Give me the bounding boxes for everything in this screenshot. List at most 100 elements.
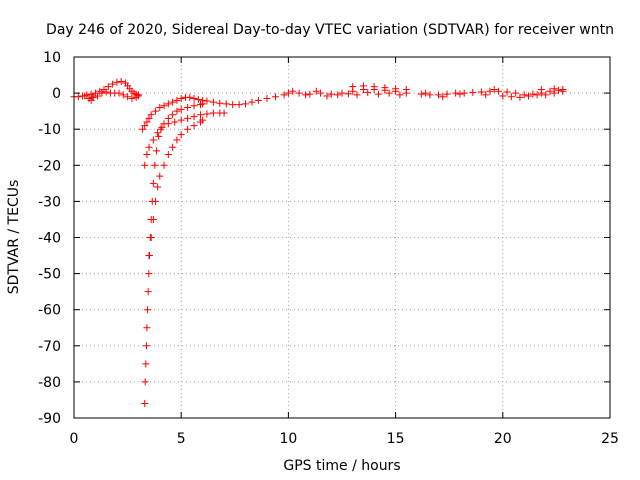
data-point [164,120,172,128]
data-point [381,84,389,92]
data-point [338,89,346,97]
data-point [156,172,164,180]
data-point [104,83,112,91]
data-point [160,161,168,169]
data-point [327,90,335,98]
data-point [516,93,524,101]
data-point [209,109,217,117]
data-point [151,107,159,115]
data-point [507,93,515,101]
data-point [434,91,442,99]
data-point [142,360,150,368]
data-point [169,98,177,106]
data-point [145,143,153,151]
data-point [364,88,372,96]
data-point [164,100,172,108]
data-point [109,80,117,88]
y-tick-label: -70 [38,339,61,355]
data-point [317,89,325,97]
data-point [220,109,228,117]
data-point [147,111,155,119]
data-point [184,114,192,122]
data-point [177,116,185,124]
data-point [235,101,243,109]
data-point [272,93,280,101]
data-point [533,91,541,99]
data-point [141,400,149,408]
data-point [153,147,161,155]
data-point [490,85,498,93]
data-point [190,113,198,121]
data-point [151,161,159,169]
x-tick-label: 25 [601,431,619,447]
y-tick-label: -20 [38,158,61,174]
data-point [157,125,165,133]
y-axis-label: SDTVAR / TECUs [6,180,22,295]
data-point [134,92,142,100]
series-mid-day [284,82,410,100]
data-point [144,306,152,314]
series-recovery-arc-2 [141,109,228,169]
data-point [143,118,151,126]
data-point [149,215,157,223]
data-point [154,183,162,191]
data-point [396,91,404,99]
series-recovery-arc-3 [145,116,207,260]
data-point [199,96,207,104]
data-point [443,90,451,98]
data-point [349,83,357,91]
data-point [151,197,159,205]
data-point [194,96,202,104]
y-tick-label: -90 [38,411,61,427]
data-point [550,85,558,93]
data-point [186,93,194,101]
data-point [374,90,382,98]
data-point [143,324,151,332]
data-point [469,88,477,96]
data-point [559,85,567,93]
data-point [495,87,503,95]
series-early-hours [70,78,142,104]
series-late-hours [417,85,567,101]
data-point [158,123,166,131]
y-tick-label: -10 [38,122,61,138]
data-point [289,87,297,95]
data-point [128,95,136,103]
chart-title: Day 246 of 2020, Sidereal Day-to-day VTE… [46,22,614,38]
data-point [295,89,303,97]
data-point [242,100,250,108]
data-point [177,105,185,113]
data-point [144,288,152,296]
data-point [87,96,95,104]
y-tick-label: -60 [38,303,61,319]
y-tick-label: 0 [52,86,61,102]
data-point [141,378,149,386]
data-point [141,122,149,130]
data-point [156,104,164,112]
data-point [169,111,177,119]
data-point [302,91,310,99]
data-point [117,78,125,86]
y-tick-label: -30 [38,194,61,210]
data-point [149,136,157,144]
data-point [248,98,256,106]
data-point [284,89,292,97]
data-point [196,111,204,119]
data-point [216,99,224,107]
x-tick-label: 0 [70,431,79,447]
data-point [184,125,192,133]
data-point [145,114,153,122]
data-point [203,110,211,118]
data-point [88,93,96,101]
data-point [280,91,288,99]
data-point [422,89,430,97]
x-tick-label: 15 [387,431,405,447]
data-point [147,234,155,241]
data-point [452,89,460,97]
data-point [190,95,198,103]
data-point [229,101,237,109]
data-point [499,92,507,100]
data-point [199,116,207,124]
data-point [370,83,378,91]
x-tick-label: 20 [494,431,512,447]
